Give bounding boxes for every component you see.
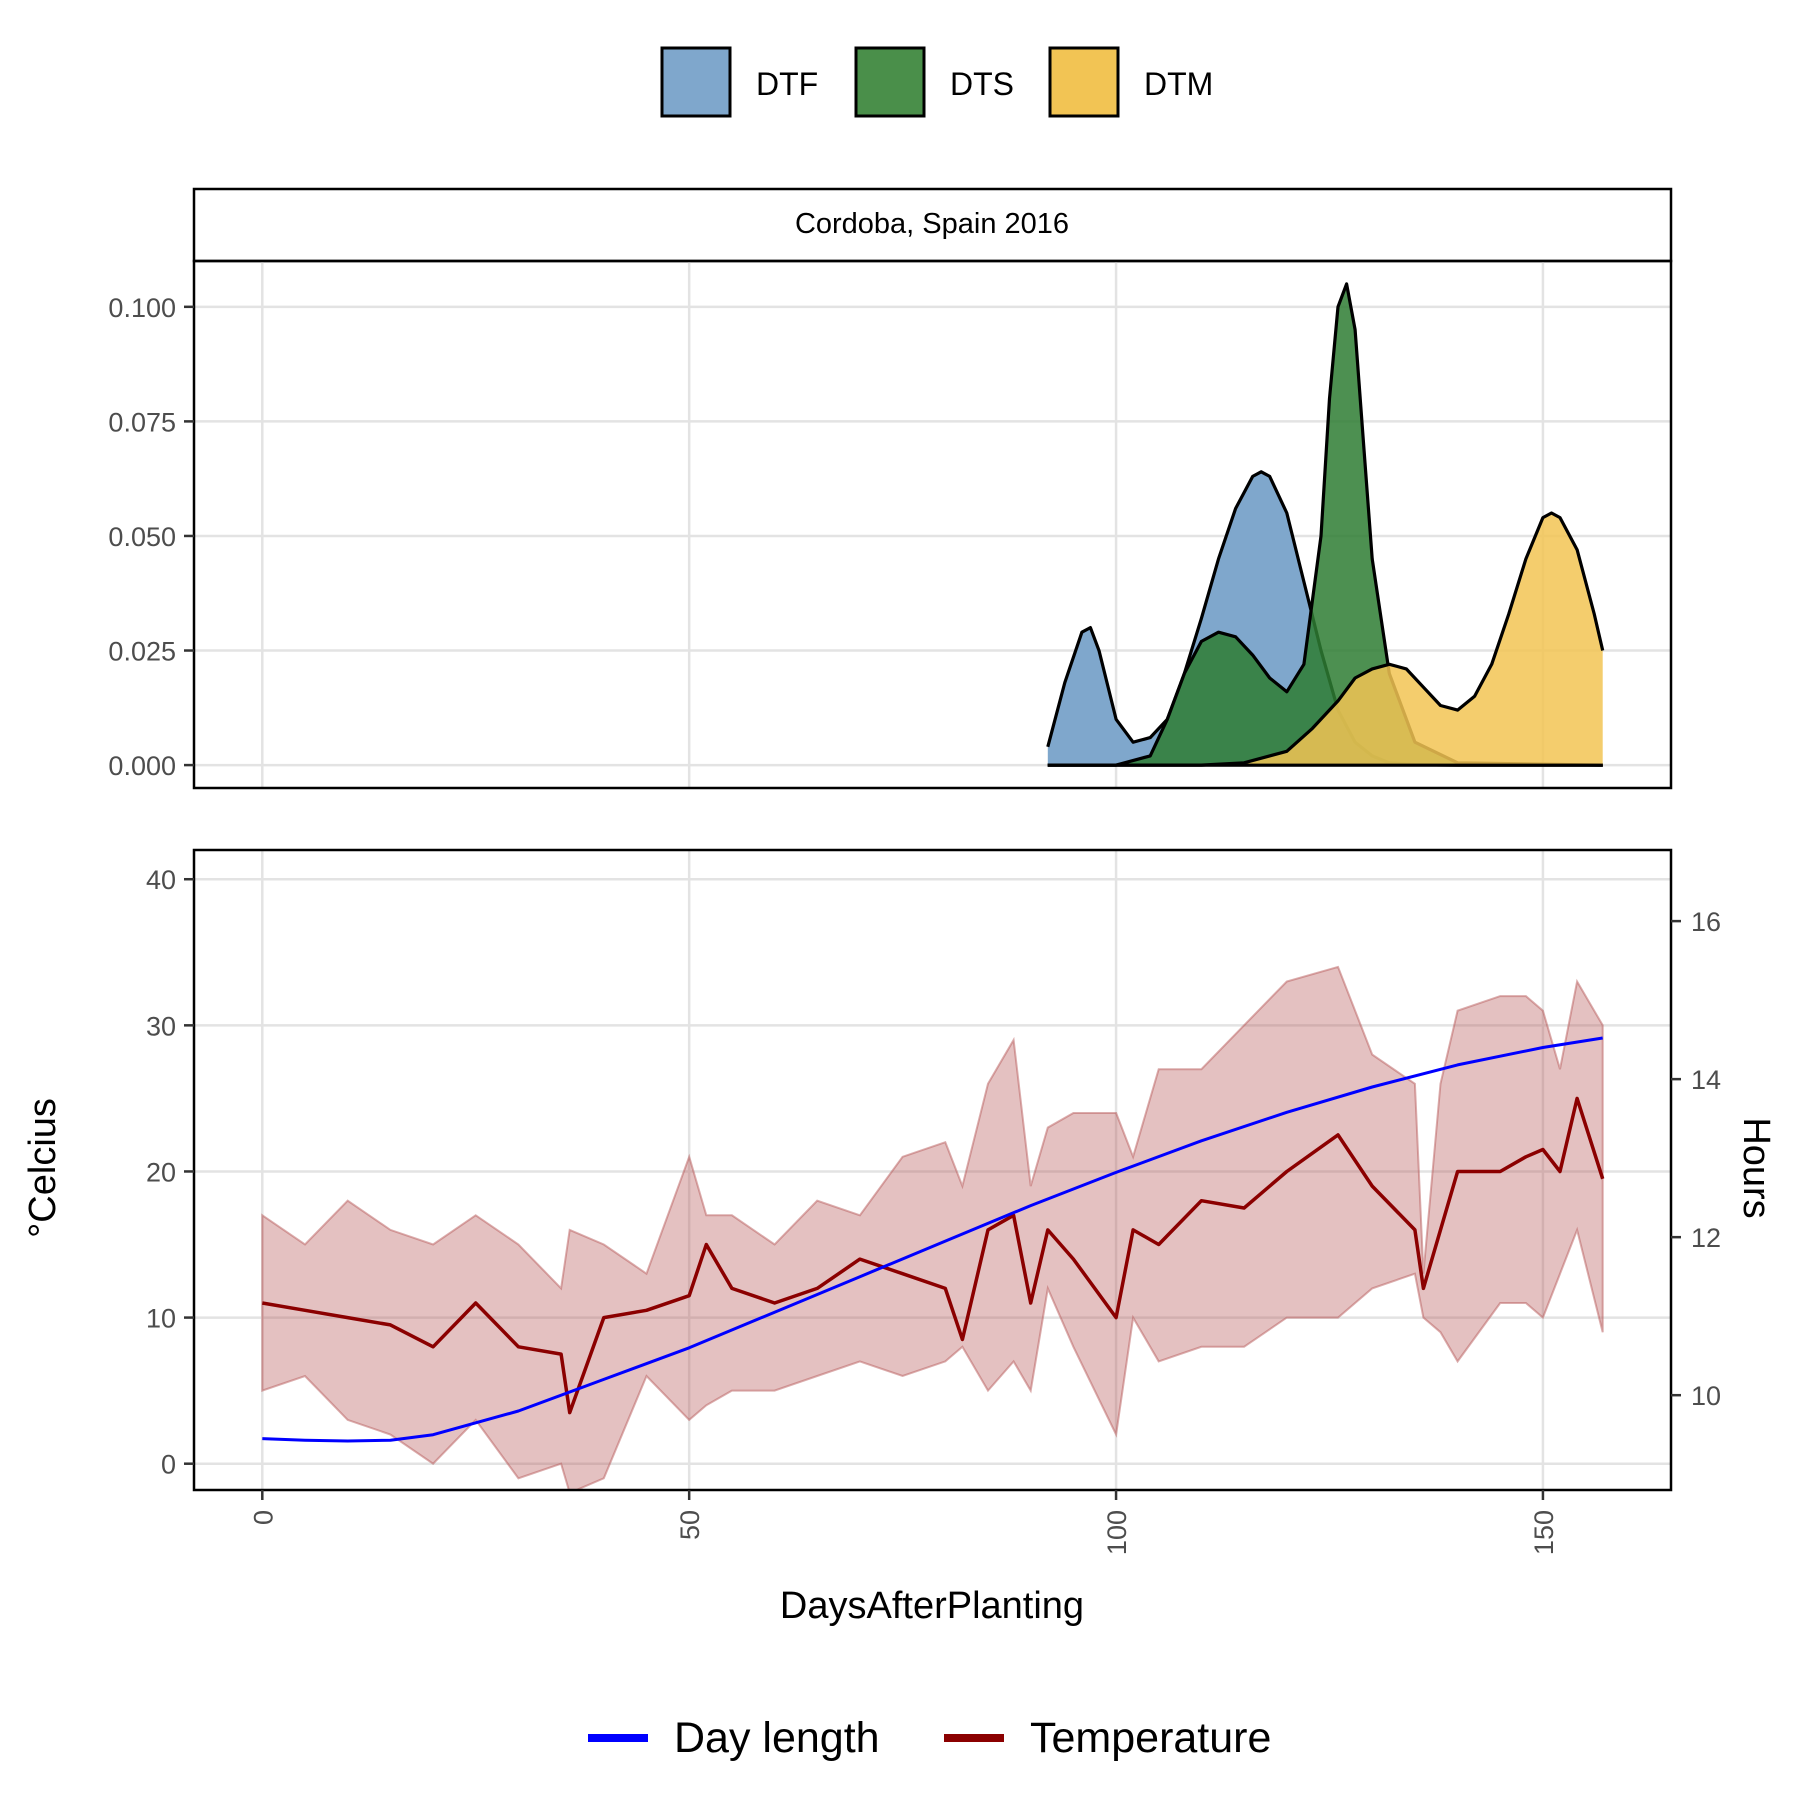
y-axis-title-right: Hours: [1735, 1117, 1777, 1218]
facet-strip-title: Cordoba, Spain 2016: [795, 208, 1069, 240]
day-length-line: [262, 1036, 1603, 1443]
density-outline-dts: [1047, 282, 1603, 767]
x-axis-title: DaysAfterPlanting: [780, 1585, 1084, 1627]
y-axis-title-left: °Celcius: [22, 1098, 64, 1238]
weather-panel-border: [192, 848, 1673, 1492]
density-outline-dtm: [1047, 511, 1605, 767]
hours-ytick-label-1: 12: [1691, 1223, 1721, 1253]
temp-ytick-label-2: 20: [146, 1157, 176, 1187]
density-y-axis: 0.000 0.025 0.050 0.075 0.100: [108, 293, 194, 781]
legend-key-dtm: [1048, 46, 1120, 118]
facet-strip: [192, 187, 1673, 263]
density-panel: 0.000 0.025 0.050 0.075 0.100: [108, 259, 1673, 790]
density-gridlines: [194, 261, 1671, 788]
density-ytick-label-2: 0.050: [108, 522, 176, 552]
density-ytick-label-4: 0.100: [108, 293, 176, 323]
weather-series: [261, 965, 1605, 1490]
density-ytick-label-1: 0.025: [108, 637, 176, 667]
legend-label-temperature: Temperature: [1030, 1714, 1271, 1762]
temp-ytick-label-1: 10: [146, 1304, 176, 1334]
legend-key-dts: [854, 46, 926, 118]
temperature-y-axis: 0 10 20 30 40: [146, 865, 194, 1480]
x-tick-label-3: 150: [1529, 1510, 1559, 1555]
hours-y-axis: 10 12 14 16: [1671, 907, 1721, 1411]
legend-label-dts: DTS: [950, 66, 1014, 102]
x-tick-label-2: 100: [1102, 1510, 1132, 1555]
top-legend: DTF DTS DTM: [660, 46, 1213, 118]
temp-ytick-label-0: 0: [161, 1450, 176, 1480]
legend-label-dtm: DTM: [1144, 66, 1213, 102]
density-ytick-label-3: 0.075: [108, 407, 176, 437]
x-tick-label-1: 50: [675, 1510, 705, 1540]
hours-ytick-label-0: 10: [1691, 1381, 1721, 1411]
density-area-dts: [1047, 283, 1603, 766]
temp-ytick-label-3: 30: [146, 1011, 176, 1041]
hours-ytick-label-3: 16: [1691, 907, 1721, 937]
days-x-axis: 0 50 100 150: [248, 1490, 1559, 1555]
weather-panel: 0 10 20 30 40 10 12 14 16 0 50 100 150: [146, 848, 1721, 1555]
temperature-line: [262, 1096, 1605, 1415]
x-tick-label-0: 0: [248, 1510, 278, 1525]
temp-ytick-label-4: 40: [146, 865, 176, 895]
density-areas: [1046, 282, 1605, 767]
density-ytick-label-0: 0.000: [108, 751, 176, 781]
density-panel-border: [192, 259, 1673, 790]
legend-label-day-length: Day length: [674, 1714, 880, 1762]
legend-label-dtf: DTF: [756, 66, 818, 102]
hours-ytick-label-2: 14: [1691, 1065, 1721, 1095]
legend-key-dtf: [660, 46, 732, 118]
bottom-legend: Day length Temperature: [588, 1714, 1271, 1762]
temperature-range-band: [261, 965, 1604, 1490]
